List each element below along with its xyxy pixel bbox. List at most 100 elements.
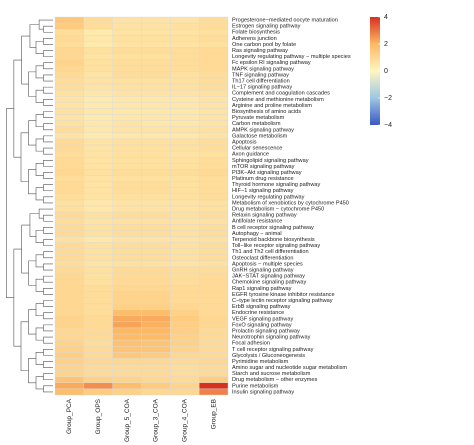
heatmap-cell (54, 108, 85, 115)
heatmap-cell (83, 352, 113, 359)
heatmap-cell (170, 41, 200, 48)
heatmap-cell (112, 260, 142, 268)
dendrogram-branch (43, 172, 53, 179)
heatmap-cell (83, 364, 113, 371)
heatmap-cell (83, 333, 113, 341)
dendrogram-branch (43, 348, 53, 356)
heatmap-cell (198, 309, 229, 316)
dendrogram-branch (43, 288, 53, 295)
heatmap-cell (83, 108, 113, 115)
row-label: Focal adhesion (232, 341, 270, 347)
heatmap-cell (198, 217, 229, 225)
heatmap-cell (54, 65, 85, 73)
row-label: Osteoclast differentiation (232, 255, 293, 261)
heatmap-cell (54, 346, 85, 353)
row-label: Apoptosis (232, 139, 257, 145)
heatmap-cell (83, 53, 113, 60)
heatmap-cell (141, 126, 171, 134)
dendrogram-branch (43, 239, 53, 246)
heatmap-cell (198, 163, 229, 170)
row-label: GnRH signaling pathway (232, 268, 294, 274)
heatmap-cell (141, 114, 171, 121)
heatmap-cell (198, 211, 229, 219)
heatmap-cell (141, 339, 171, 347)
heatmap-cell (170, 376, 200, 384)
heatmap-cell (83, 205, 113, 213)
colorbar-tick-label: −2 (384, 95, 392, 102)
heatmap-cell (141, 163, 171, 170)
heatmap-cell (54, 291, 85, 298)
heatmap-cell (112, 303, 142, 310)
heatmap-cell (112, 175, 142, 182)
heatmap-cell (112, 83, 142, 91)
heatmap-cell (83, 272, 113, 280)
heatmap-cell (198, 53, 229, 60)
row-label: AMPK signaling pathway (232, 127, 294, 133)
heatmap-cell (83, 315, 113, 323)
heatmap-cell (112, 114, 142, 121)
heatmap-cell (198, 248, 229, 255)
row-label: C−type lectin receptor signaling pathway (232, 298, 333, 304)
row-label: Estrogen signaling pathway (232, 24, 301, 30)
heatmap-cell (170, 71, 200, 79)
dendrogram-branch (43, 227, 53, 234)
heatmap-cell (83, 376, 113, 384)
heatmap-cell (112, 181, 142, 188)
heatmap-cell (54, 248, 85, 255)
row-label: B cell receptor signaling pathway (232, 225, 314, 231)
heatmap-cell (112, 126, 142, 134)
heatmap-cell (112, 236, 142, 243)
heatmap-cell (112, 193, 142, 201)
heatmap-cell (112, 150, 142, 158)
heatmap-cell (112, 28, 142, 36)
dendrogram-branch (6, 108, 14, 298)
heatmap-cell (170, 187, 200, 195)
dendrogram-branch (43, 312, 53, 320)
heatmap-cell (112, 199, 142, 207)
heatmap-cell (170, 285, 200, 292)
heatmap-cell (198, 303, 229, 310)
heatmap-cell (83, 83, 113, 91)
colorbar-tick-label: −4 (384, 122, 392, 129)
heatmap-cell (198, 187, 229, 195)
heatmap-cell (170, 370, 200, 377)
heatmap-cell (141, 102, 171, 109)
heatmap-cell (112, 41, 142, 48)
heatmap-cell (141, 376, 171, 384)
heatmap-cell (198, 297, 229, 304)
dendrogram-branch (43, 324, 53, 332)
dendrogram-branch (43, 263, 53, 271)
heatmap-cell (54, 278, 85, 286)
heatmap-cell (170, 108, 200, 115)
heatmap-cell (112, 285, 142, 292)
row-label: Pyruvate metabolism (232, 115, 285, 121)
heatmap-cell (198, 278, 229, 286)
heatmap-cell (54, 169, 85, 176)
heatmap-cell (141, 193, 171, 201)
heatmap-cell (141, 96, 171, 103)
heatmap-cell (170, 16, 200, 24)
row-label: Fc epsilon RI signaling pathway (232, 60, 311, 66)
heatmap-cell (54, 230, 85, 237)
heatmap-cell (83, 102, 113, 109)
heatmap-cell (141, 65, 171, 73)
dendrogram-branch (35, 41, 44, 54)
heatmap-cell (141, 205, 171, 213)
heatmap-cell (83, 114, 113, 121)
dendrogram-branch (35, 303, 44, 317)
row-label: PI3K−Akt signaling pathway (232, 170, 302, 176)
dendrogram-branch (28, 120, 36, 146)
heatmap-cell (83, 224, 113, 231)
heatmap-cell (54, 114, 85, 121)
row-label: Endocrine resistance (232, 310, 284, 316)
row-label: Galactose metabolism (232, 133, 288, 139)
heatmap-cell (54, 285, 85, 292)
heatmap-cell (141, 260, 171, 268)
heatmap-cell (112, 71, 142, 79)
dendrogram-branch (35, 254, 44, 268)
heatmap-cell (112, 47, 142, 54)
heatmap-cell (141, 254, 171, 262)
heatmap-cell (83, 59, 113, 66)
heatmap-cell (170, 126, 200, 134)
heatmap-cell (198, 352, 229, 359)
